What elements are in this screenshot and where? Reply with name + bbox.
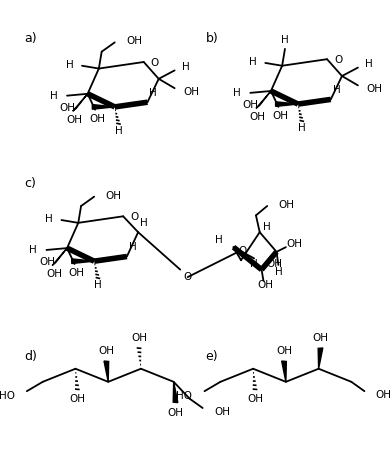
Polygon shape bbox=[92, 104, 115, 109]
Text: OH: OH bbox=[278, 200, 294, 210]
Text: OH: OH bbox=[272, 111, 288, 121]
Text: O: O bbox=[183, 272, 192, 282]
Text: OH: OH bbox=[312, 333, 328, 343]
Text: OH: OH bbox=[243, 100, 259, 110]
Text: OH: OH bbox=[69, 268, 84, 278]
Text: H: H bbox=[298, 124, 306, 133]
Text: H: H bbox=[250, 259, 258, 269]
Text: b): b) bbox=[205, 32, 218, 45]
Text: H: H bbox=[274, 267, 282, 277]
Text: H: H bbox=[332, 85, 340, 95]
Text: OH: OH bbox=[286, 239, 302, 250]
Text: H: H bbox=[45, 214, 53, 224]
Text: OH: OH bbox=[46, 269, 62, 279]
Text: OH: OH bbox=[98, 346, 114, 356]
Text: H: H bbox=[365, 59, 373, 69]
Text: c): c) bbox=[24, 177, 36, 190]
Text: OH: OH bbox=[39, 257, 55, 267]
Text: OH: OH bbox=[257, 280, 273, 290]
Polygon shape bbox=[282, 361, 286, 382]
Text: OH: OH bbox=[69, 394, 85, 404]
Text: OH: OH bbox=[376, 390, 392, 400]
Text: OH: OH bbox=[131, 333, 147, 343]
Text: O: O bbox=[151, 58, 159, 68]
Text: H: H bbox=[140, 218, 148, 228]
Text: H: H bbox=[149, 88, 157, 98]
Polygon shape bbox=[318, 348, 323, 369]
Text: H: H bbox=[66, 60, 74, 70]
Text: OH: OH bbox=[67, 115, 83, 125]
Text: OH: OH bbox=[183, 87, 199, 97]
Text: OH: OH bbox=[250, 112, 266, 122]
Text: H: H bbox=[50, 91, 58, 101]
Text: H: H bbox=[94, 281, 102, 290]
Polygon shape bbox=[256, 91, 271, 109]
Polygon shape bbox=[72, 259, 94, 264]
Text: OH: OH bbox=[247, 394, 263, 404]
Text: OH: OH bbox=[89, 114, 105, 124]
Text: H: H bbox=[29, 245, 37, 255]
Text: HO: HO bbox=[0, 391, 15, 401]
Text: H: H bbox=[129, 242, 136, 252]
Text: O: O bbox=[130, 212, 138, 222]
Polygon shape bbox=[104, 361, 109, 382]
Text: O: O bbox=[334, 55, 342, 65]
Polygon shape bbox=[52, 248, 67, 266]
Text: OH: OH bbox=[276, 346, 292, 356]
Text: H: H bbox=[182, 62, 190, 71]
Text: OH: OH bbox=[126, 36, 142, 47]
Text: OH: OH bbox=[366, 84, 382, 94]
Text: OH: OH bbox=[167, 407, 183, 418]
Text: OH: OH bbox=[60, 103, 76, 113]
Text: OH: OH bbox=[214, 407, 230, 417]
Text: HO: HO bbox=[176, 391, 192, 401]
Text: OH: OH bbox=[266, 259, 282, 269]
Text: H: H bbox=[233, 88, 241, 98]
Text: H: H bbox=[249, 57, 257, 67]
Polygon shape bbox=[276, 102, 298, 106]
Text: H: H bbox=[281, 36, 289, 46]
Polygon shape bbox=[73, 94, 88, 111]
Text: H: H bbox=[114, 126, 122, 136]
Polygon shape bbox=[173, 382, 178, 403]
Text: OH: OH bbox=[105, 191, 122, 201]
Text: e): e) bbox=[205, 350, 218, 363]
Text: O: O bbox=[239, 246, 247, 256]
Text: H: H bbox=[214, 235, 222, 245]
Text: H: H bbox=[263, 221, 271, 232]
Text: a): a) bbox=[24, 32, 37, 45]
Text: d): d) bbox=[24, 350, 37, 363]
